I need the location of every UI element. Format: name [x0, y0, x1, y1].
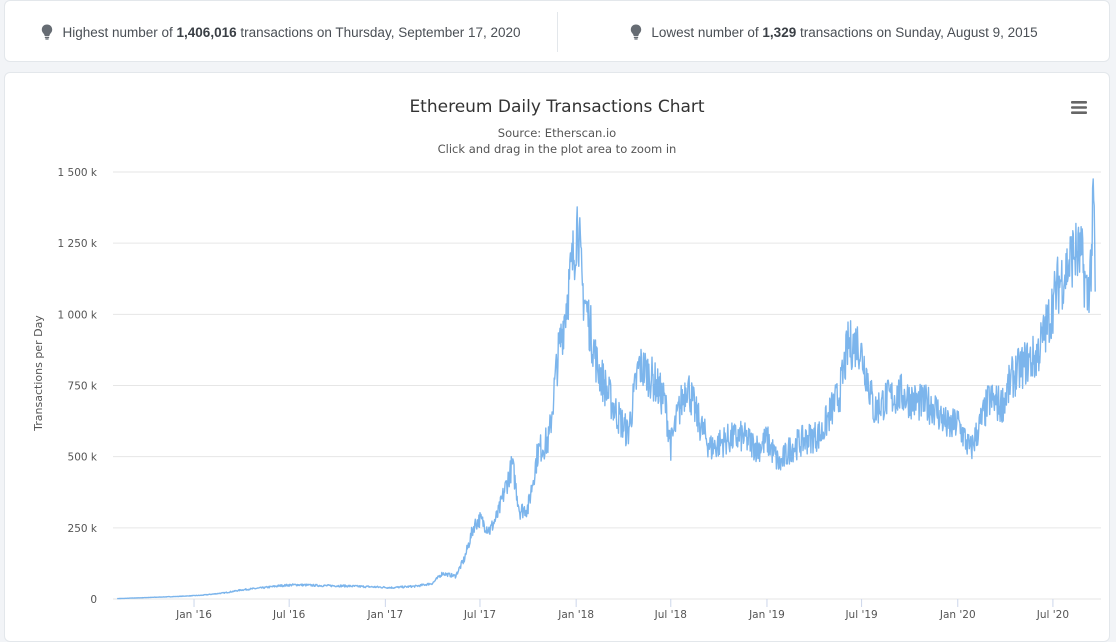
lowest-value: 1,329	[762, 24, 797, 40]
x-tick-label: Jul '18	[654, 609, 687, 621]
x-tick-label: Jul '19	[844, 609, 877, 621]
chart-subtitle-source: Source: Etherscan.io	[498, 126, 616, 140]
y-tick-label: 500 k	[68, 452, 98, 464]
chart-card: Ethereum Daily Transactions Chart Source…	[4, 72, 1110, 642]
chart-subtitle-zoom-hint: Click and drag in the plot area to zoom …	[438, 142, 677, 156]
x-tick-label: Jan '16	[175, 609, 212, 621]
y-tick-label: 1 250 k	[58, 238, 98, 250]
lightbulb-icon	[631, 24, 642, 40]
x-tick-label: Jul '17	[463, 609, 496, 621]
hamburger-menu-icon	[1071, 101, 1087, 114]
chart-title: Ethereum Daily Transactions Chart	[409, 97, 704, 117]
x-tick-label: Jan '18	[557, 609, 594, 621]
series-line-transactions	[117, 178, 1096, 600]
lowest-suffix: transactions on Sunday, August 9, 2015	[799, 24, 1038, 40]
highest-transactions-stat: Highest number of 1,406,016 transactions…	[5, 1, 557, 63]
highest-prefix: Highest number of	[62, 24, 173, 40]
x-tick-label: Jan '19	[748, 609, 785, 621]
x-tick-label: Jan '20	[939, 609, 976, 621]
lowest-transactions-stat: Lowest number of 1,329 transactions on S…	[558, 1, 1110, 63]
y-tick-label: 750 k	[68, 381, 98, 393]
x-tick-label: Jan '17	[366, 609, 403, 621]
y-tick-label: 1 000 k	[58, 309, 98, 321]
transactions-chart[interactable]: Ethereum Daily Transactions Chart Source…	[5, 73, 1111, 633]
chart-menu-button[interactable]	[1068, 98, 1090, 118]
y-tick-label: 250 k	[68, 523, 98, 535]
y-gridlines	[113, 171, 1101, 600]
x-tick-label: Jul '16	[272, 609, 306, 621]
y-tick-label: 0	[90, 594, 97, 606]
x-tick-label: Jul '20	[1036, 609, 1069, 621]
stats-divider	[557, 12, 558, 52]
y-tick-label: 1 500 k	[58, 167, 98, 179]
highest-suffix: transactions on Thursday, September 17, …	[240, 24, 521, 40]
highest-value: 1,406,016	[176, 24, 237, 40]
x-tick-labels: Jan '16 Jul '16 Jan '17 Jul '17 Jan '18 Jul '…	[175, 599, 1069, 621]
lowest-prefix: Lowest number of	[651, 24, 759, 40]
y-tick-labels: 0 250 k 500 k 750 k 1 000 k 1 250 k 1 500 k	[58, 167, 98, 606]
lightbulb-icon	[42, 24, 53, 40]
y-axis-label: Transactions per Day	[32, 315, 45, 432]
stats-bar: Highest number of 1,406,016 transactions…	[4, 0, 1110, 62]
